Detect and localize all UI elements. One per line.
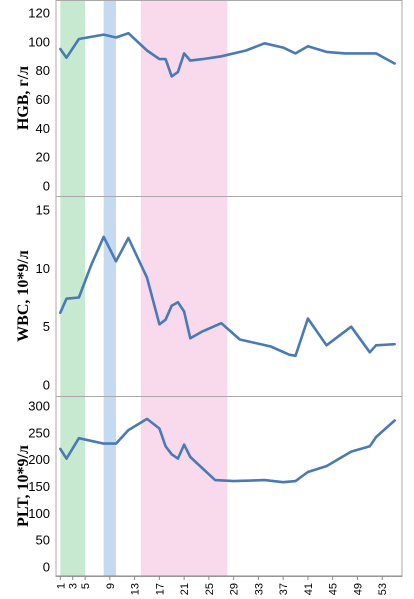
x-tick-label: 17	[154, 583, 166, 595]
x-tick-label: 49	[352, 583, 364, 595]
y-tick-label: 40	[36, 121, 50, 136]
y-axis-label: PLT, 10*9/л	[15, 445, 32, 527]
x-tick-label: 53	[377, 583, 389, 595]
x-tick-label: 41	[303, 583, 315, 595]
shaded-band-1	[60, 0, 86, 576]
y-tick-label: 0	[43, 560, 50, 575]
x-tick-label: 33	[253, 583, 265, 595]
chart-panels: 0 20 40 60 80 100 120 HGB, г/л 0 5 10 15 WBC, 10*9/л…	[15, 0, 403, 577]
shaded-band-2	[103, 0, 117, 576]
y-tick-label: 100	[28, 34, 50, 49]
x-tick-label: 3	[68, 583, 80, 589]
x-tick-label: 37	[278, 583, 290, 595]
x-tick-label: 13	[130, 583, 142, 595]
x-tick-label: 29	[229, 583, 241, 595]
y-tick-label: 50	[36, 533, 50, 548]
y-tick-label: 250	[28, 425, 50, 440]
x-tick-label: 1	[55, 583, 67, 589]
panel-plt: 0 50 100 150 200 250 300 PLT, 10*9/л	[15, 396, 403, 577]
y-tick-label: 15	[36, 203, 50, 218]
y-tick-label: 60	[36, 92, 50, 107]
series-line-wbc	[59, 235, 396, 358]
x-axis: 1 3 5 9 13 17 21 25 29 33 37 41 45 49 53	[55, 575, 402, 595]
x-tick-label: 5	[80, 583, 92, 589]
y-tick-label: 0	[43, 378, 50, 393]
shaded-band-3	[140, 0, 228, 576]
y-tick-label: 100	[28, 506, 50, 521]
y-tick-label: 80	[36, 63, 50, 78]
panel-wbc: 0 5 10 15 WBC, 10*9/л	[15, 196, 403, 397]
y-tick-label: 0	[43, 179, 50, 194]
panel-hgb: 0 20 40 60 80 100 120 HGB, г/л	[15, 0, 403, 197]
x-tick-label: 21	[179, 583, 191, 595]
y-tick-label: 20	[36, 150, 50, 165]
y-tick-label: 300	[28, 399, 50, 414]
x-tick-label: 45	[328, 583, 340, 595]
series-line-hgb	[59, 31, 396, 78]
shaded-period-bands	[60, 0, 228, 576]
x-tick-label: 25	[204, 583, 216, 595]
y-tick-label: 10	[36, 261, 50, 276]
x-tick-label: 9	[105, 583, 117, 589]
y-tick-label: 120	[28, 6, 50, 21]
y-tick-label: 200	[28, 452, 50, 467]
y-tick-label: 5	[43, 319, 50, 334]
y-axis-label: WBC, 10*9/л	[15, 250, 32, 342]
y-tick-label: 150	[28, 479, 50, 494]
y-axis-label: HGB, г/л	[15, 66, 32, 130]
series-line-plt	[59, 417, 396, 484]
